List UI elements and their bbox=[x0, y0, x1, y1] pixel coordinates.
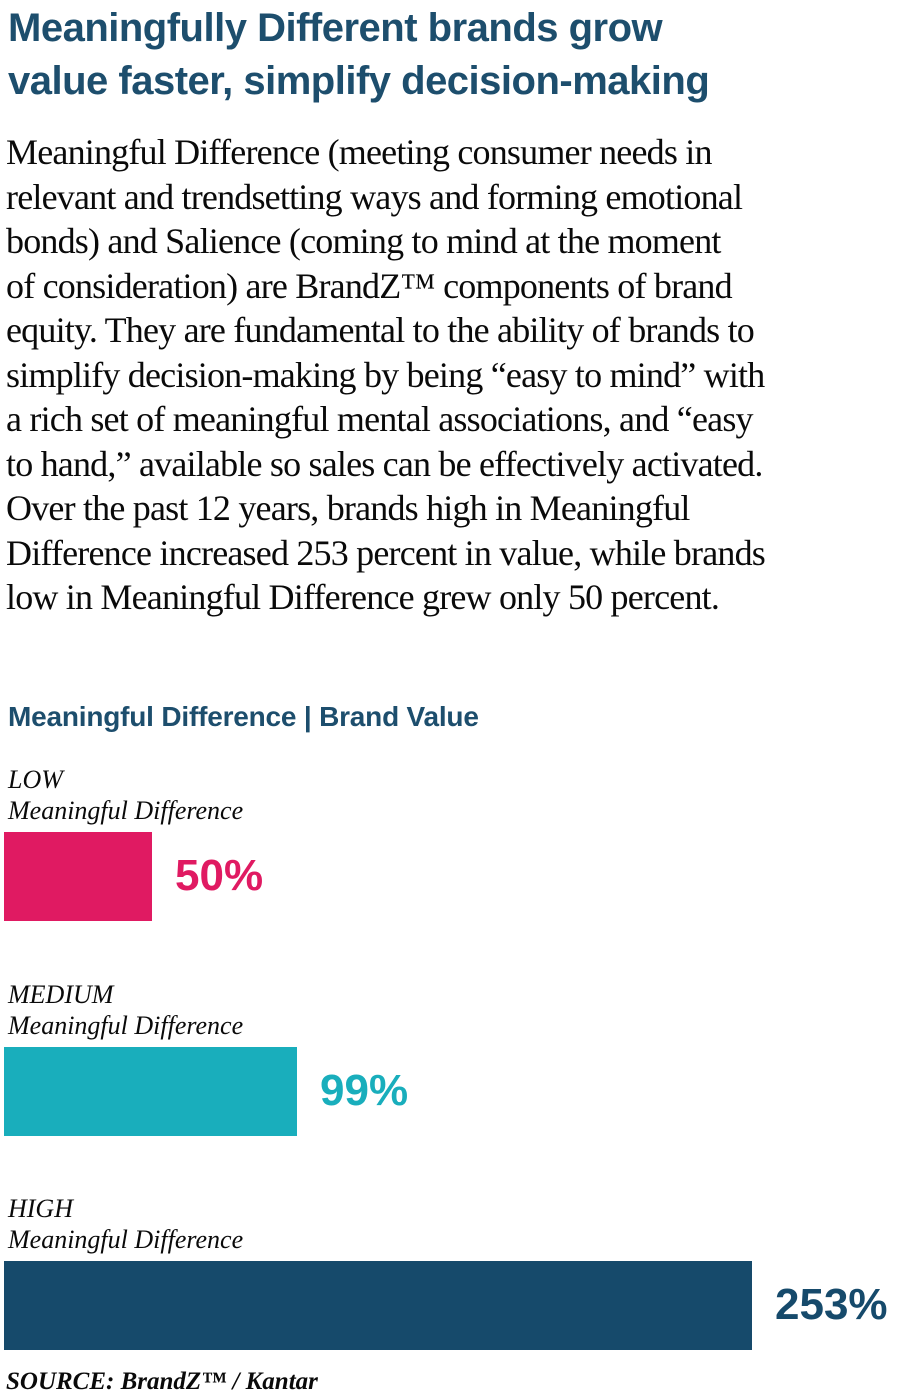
bar-value-label-medium: 99% bbox=[320, 1066, 409, 1115]
body-line: to hand,” available so sales can be effe… bbox=[6, 443, 763, 484]
bar-value-label-low: 50% bbox=[175, 851, 264, 900]
source-note: SOURCE: BrandZ™ / Kantar bbox=[6, 1367, 318, 1395]
bar-category-label-low: LOW Meaningful Difference bbox=[8, 764, 911, 826]
bar-row-medium: 99% bbox=[4, 1046, 911, 1136]
bar-dimension-label: Meaningful Difference bbox=[8, 1224, 244, 1254]
bar-high bbox=[4, 1260, 752, 1350]
body-paragraph: Meaningful Difference (meeting consumer … bbox=[6, 130, 911, 620]
bar-category-label-high: HIGH Meaningful Difference bbox=[8, 1193, 911, 1255]
bar-dimension-label: Meaningful Difference bbox=[8, 795, 244, 825]
body-line: low in Meaningful Difference grew only 5… bbox=[6, 577, 720, 617]
bar-level-label: LOW bbox=[8, 764, 63, 794]
chart-title: Meaningful Difference | Brand Value bbox=[8, 700, 479, 732]
bar-value-label-high: 253% bbox=[775, 1280, 888, 1329]
page-title: Meaningfully Different brands grow value… bbox=[8, 2, 911, 108]
page-title-line-1: Meaningfully Different brands grow bbox=[8, 6, 663, 50]
bar-dimension-label: Meaningful Difference bbox=[8, 1010, 244, 1040]
body-line: relevant and trendsetting ways and formi… bbox=[6, 176, 743, 217]
body-line: equity. They are fundamental to the abil… bbox=[6, 310, 755, 350]
bar-level-label: MEDIUM bbox=[8, 979, 114, 1009]
body-line: Difference increased 253 percent in valu… bbox=[6, 532, 766, 573]
body-line: a rich set of meaningful mental associat… bbox=[6, 399, 754, 439]
bar-row-low: 50% bbox=[4, 831, 911, 921]
bar-group-high: HIGH Meaningful Difference 253% bbox=[0, 1193, 911, 1350]
bar-row-high: 253% bbox=[4, 1260, 911, 1350]
bar-group-low: LOW Meaningful Difference 50% bbox=[0, 764, 911, 921]
bar-low bbox=[4, 831, 152, 921]
bar-level-label: HIGH bbox=[8, 1193, 73, 1223]
body-line: Over the past 12 years, brands high in M… bbox=[6, 488, 690, 528]
bar-group-medium: MEDIUM Meaningful Difference 99% bbox=[0, 979, 911, 1136]
bar-medium bbox=[4, 1046, 297, 1136]
bar-chart: LOW Meaningful Difference 50% MEDIUM Mea… bbox=[0, 764, 911, 1350]
page-title-line-2: value faster, simplify decision-making bbox=[8, 59, 710, 103]
body-line: of consideration) are BrandZ™ components… bbox=[6, 265, 733, 306]
body-line: bonds) and Salience (coming to mind at t… bbox=[6, 221, 721, 261]
body-line: simplify decision-making by being “easy … bbox=[6, 354, 765, 395]
body-line: Meaningful Difference (meeting consumer … bbox=[6, 132, 712, 172]
bar-category-label-medium: MEDIUM Meaningful Difference bbox=[8, 979, 911, 1041]
